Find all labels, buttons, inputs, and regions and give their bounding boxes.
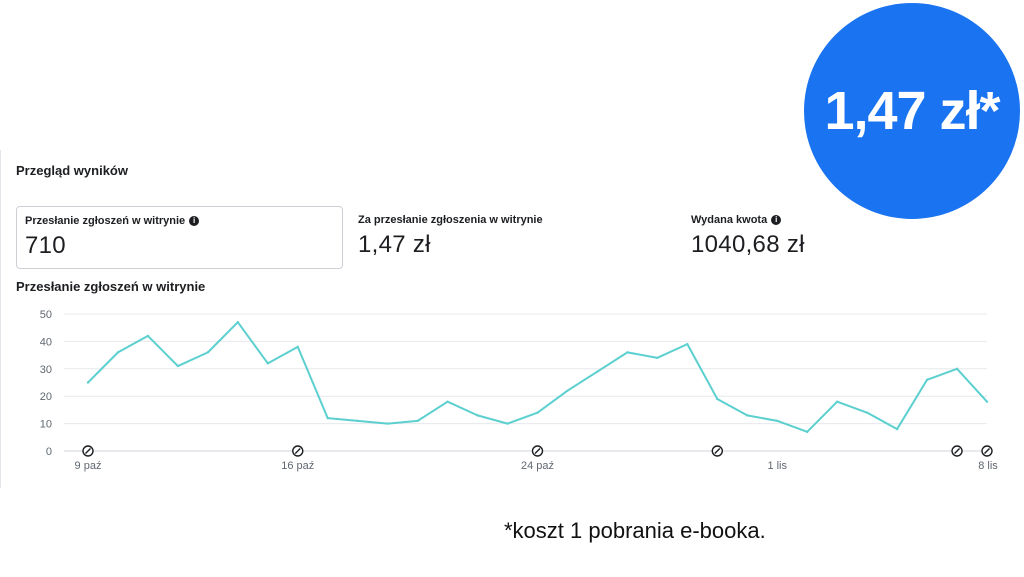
metric-value: 1,47 zł xyxy=(358,231,431,258)
data-point xyxy=(476,414,479,417)
data-point xyxy=(86,381,90,384)
data-point xyxy=(656,356,659,360)
data-point xyxy=(506,422,509,425)
data-point xyxy=(386,422,389,425)
section-title: Przegląd wyników xyxy=(16,163,128,178)
y-tick-label: 40 xyxy=(40,336,52,348)
info-icon[interactable]: i xyxy=(189,216,200,226)
info-icon[interactable]: i xyxy=(771,215,782,225)
data-point xyxy=(266,362,269,365)
edit-history-icon-slash xyxy=(294,448,301,454)
data-point xyxy=(416,419,419,423)
data-point xyxy=(746,414,749,417)
data-point xyxy=(865,411,869,414)
metric-card-amount-spent[interactable]: Wydana kwota i 1040,68 zł xyxy=(683,206,983,269)
data-point xyxy=(296,345,299,349)
x-tick-label: 1 lis xyxy=(767,460,787,472)
data-point xyxy=(596,370,599,373)
data-point xyxy=(116,351,120,354)
line-chart: 0 10 20 30 40 50 9 paź 16 paź 24 paź 1 lis 8 lis xyxy=(40,309,999,472)
data-series-line xyxy=(87,321,988,433)
data-point xyxy=(716,397,719,401)
data-point xyxy=(776,419,779,423)
edit-history-icon-slash xyxy=(534,448,541,454)
edit-history-icon-slash xyxy=(984,448,990,454)
metric-value: 710 xyxy=(25,232,66,259)
data-point xyxy=(895,427,899,431)
price-badge: 1,47 zł* xyxy=(804,3,1020,219)
y-tick-label: 20 xyxy=(40,391,52,403)
x-tick-label: 8 lis xyxy=(978,460,998,472)
x-tick-label: 16 paź xyxy=(281,460,314,472)
chart-title: Przesłanie zgłoszeń w witrynie xyxy=(16,279,206,294)
metric-label: Przesłanie zgłoszeń w witrynie i xyxy=(25,215,334,227)
data-point xyxy=(326,416,329,420)
y-tick-label: 0 xyxy=(46,446,52,458)
footnote: *koszt 1 pobrania e-booka. xyxy=(504,518,766,543)
x-tick-label: 24 paź xyxy=(521,460,554,472)
data-point xyxy=(446,400,449,403)
x-tick-label: 9 paź xyxy=(75,460,102,472)
edit-history-icon-slash xyxy=(714,448,721,454)
data-point xyxy=(356,419,359,423)
data-point xyxy=(536,411,539,414)
edit-history-icon-slash xyxy=(85,448,91,454)
data-point xyxy=(176,364,180,368)
data-point xyxy=(236,321,240,324)
data-point xyxy=(626,351,629,354)
data-point xyxy=(925,378,929,381)
y-tick-label: 10 xyxy=(40,419,52,431)
badge-text: 1,47 zł* xyxy=(824,81,1000,141)
data-point xyxy=(835,400,839,403)
data-point xyxy=(985,400,989,403)
edit-history-icon-slash xyxy=(954,448,961,454)
metric-label-text: Za przesłanie zgłoszenia w witrynie xyxy=(358,214,543,226)
data-point xyxy=(146,334,150,338)
data-point xyxy=(686,342,689,346)
y-tick-label: 50 xyxy=(40,309,52,321)
data-point xyxy=(806,430,809,434)
metric-card-cost-per-submission[interactable]: Za przesłanie zgłoszenia w witrynie 1,47… xyxy=(350,206,670,269)
data-point xyxy=(566,389,569,392)
metric-label-text: Wydana kwota xyxy=(691,214,768,226)
metric-label: Za przesłanie zgłoszenia w witrynie xyxy=(358,214,662,226)
metric-label: Wydana kwota i xyxy=(691,214,975,226)
metric-value: 1040,68 zł xyxy=(691,231,805,258)
metric-label-text: Przesłanie zgłoszeń w witrynie xyxy=(25,215,186,227)
data-point xyxy=(206,351,210,354)
y-tick-label: 30 xyxy=(40,364,52,376)
panel-left-border xyxy=(0,150,1,488)
data-point xyxy=(955,367,959,370)
metric-card-submissions[interactable]: Przesłanie zgłoszeń w witrynie i 710 xyxy=(16,206,343,269)
